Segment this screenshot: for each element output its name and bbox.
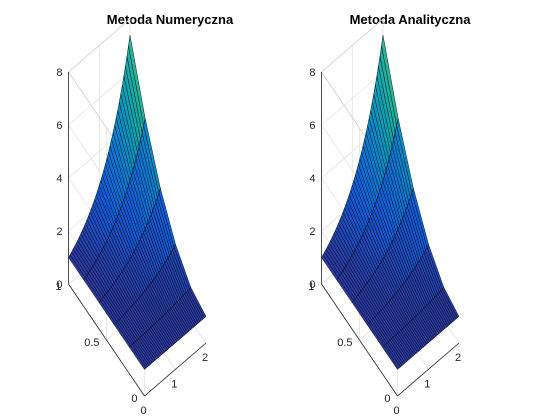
z-tick-label: 2 xyxy=(309,226,315,238)
x-tick-label: 2 xyxy=(455,352,461,364)
surface xyxy=(69,35,207,369)
z-tick-label: 6 xyxy=(309,120,315,132)
y-tick-label: 0 xyxy=(384,393,390,405)
y-tick-label: 0.5 xyxy=(337,337,352,349)
chart-title: Metoda Numeryczna xyxy=(107,12,234,27)
y-tick-label: 1 xyxy=(55,281,61,293)
surface xyxy=(322,35,460,369)
x-tick-label: 1 xyxy=(171,379,177,391)
z-tick-label: 4 xyxy=(56,173,62,185)
z-tick-label: 8 xyxy=(309,67,315,79)
z-tick-label: 6 xyxy=(56,120,62,132)
x-tick-label: 2 xyxy=(202,352,208,364)
z-tick-label: 4 xyxy=(309,173,315,185)
z-tick-label: 2 xyxy=(56,226,62,238)
x-tick-label: 1 xyxy=(424,379,430,391)
x-tick-label: 0 xyxy=(140,405,146,417)
z-tick-label: 8 xyxy=(56,67,62,79)
y-tick-label: 0 xyxy=(131,393,137,405)
y-tick-label: 0.5 xyxy=(84,337,99,349)
x-tick-label: 0 xyxy=(393,405,399,417)
y-tick-label: 1 xyxy=(308,281,314,293)
chart-title: Metoda Analityczna xyxy=(350,12,472,27)
